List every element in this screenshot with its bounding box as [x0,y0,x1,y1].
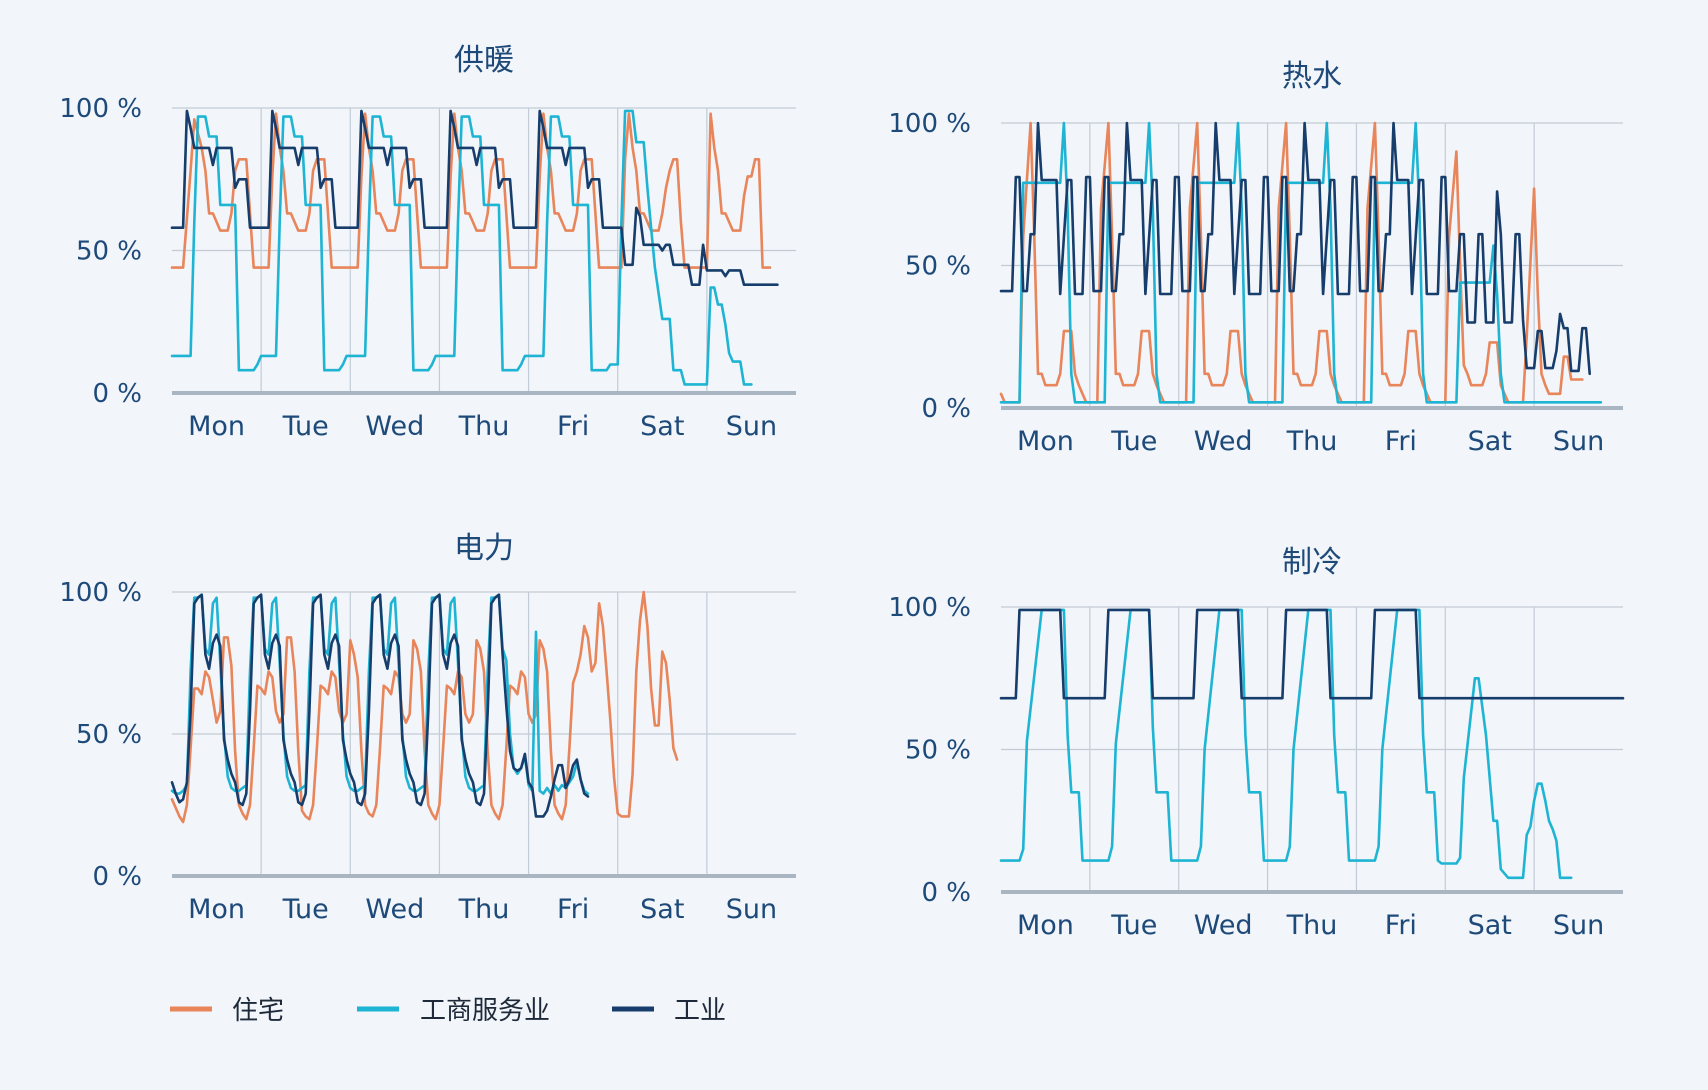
y-tick-label: 50 % [905,252,971,282]
y-tick-label: 50 % [76,237,142,267]
x-tick-label: Tue [282,894,329,925]
y-tick-label: 100 % [59,94,142,124]
series-line-commercial [999,121,1603,404]
y-tick-label: 50 % [905,736,971,766]
x-tick-label: Thu [458,894,510,925]
legend-label-residential: 住宅 [232,996,284,1026]
chart-title: 热水 [1282,59,1342,94]
legend-item-commercial: 工商服务业 [357,996,550,1026]
x-tick-label: Sun [1553,910,1604,941]
x-tick-label: Tue [1110,426,1157,457]
series-line-industry [999,121,1591,376]
chart-panel-cooling: 制冷 0 % 50 % 100 % Mon Tue Wed Thu Fri Sat Sun [888,545,1625,941]
x-tick-label: Fri [557,411,589,442]
legend: 住宅 工商服务业 工业 [170,996,726,1026]
legend-label-industry: 工业 [674,996,726,1026]
x-tick-label: Fri [1385,426,1417,457]
x-tick-label: Sun [726,894,777,925]
series-line-commercial [999,608,1573,880]
x-tick-label: Fri [557,894,589,925]
x-tick-label: Wed [365,411,424,442]
y-tick-label: 50 % [76,720,142,750]
x-tick-label: Wed [365,894,424,925]
y-tick-label: 0 % [921,878,971,908]
y-tick-label: 100 % [888,109,971,139]
y-tick-label: 0 % [92,862,142,892]
x-tick-label: Tue [282,411,329,442]
x-tick-label: Tue [1110,910,1157,941]
chart-title: 电力 [454,531,514,566]
series-line-industry [999,608,1625,700]
chart-title: 供暖 [454,43,514,78]
x-tick-label: Thu [1286,426,1338,457]
x-tick-label: Sat [640,894,684,925]
chart-panel-space-heating: 供暖 0 % 50 % 100 % Mon Tue Wed Thu Fri Sat Sun [59,43,796,442]
series-line-industry [170,109,779,287]
x-tick-label: Sun [1553,426,1604,457]
x-tick-label: Wed [1194,426,1253,457]
x-tick-label: Mon [1017,426,1074,457]
x-tick-label: Wed [1194,910,1253,941]
series-line-residential [170,590,679,824]
x-tick-label: Fri [1385,910,1417,941]
x-tick-label: Mon [1017,910,1074,941]
x-tick-label: Thu [1286,910,1338,941]
x-tick-label: Thu [458,411,510,442]
chart-panel-hot-water: 热水 0 % 50 % 100 % Mon Tue Wed Thu Fri Sat Sun [888,59,1623,457]
y-tick-label: 0 % [92,379,142,409]
legend-item-residential: 住宅 [170,996,284,1026]
x-tick-label: Mon [188,411,245,442]
chart-panel-electricity: 电力 0 % 50 % 100 % Mon Tue Wed Thu Fri Sat Sun [59,531,796,925]
legend-item-industry: 工业 [612,996,726,1026]
x-tick-label: Sat [640,411,684,442]
y-tick-label: 100 % [888,593,971,623]
y-tick-label: 0 % [921,394,971,424]
y-tick-label: 100 % [59,578,142,608]
chart-title: 制冷 [1282,545,1342,580]
x-tick-label: Mon [188,894,245,925]
series-line-commercial [170,109,753,386]
series-line-industry [170,593,590,818]
x-tick-label: Sat [1468,910,1512,941]
x-tick-label: Sat [1468,426,1512,457]
x-tick-label: Sun [726,411,777,442]
legend-label-commercial: 工商服务业 [420,996,550,1026]
